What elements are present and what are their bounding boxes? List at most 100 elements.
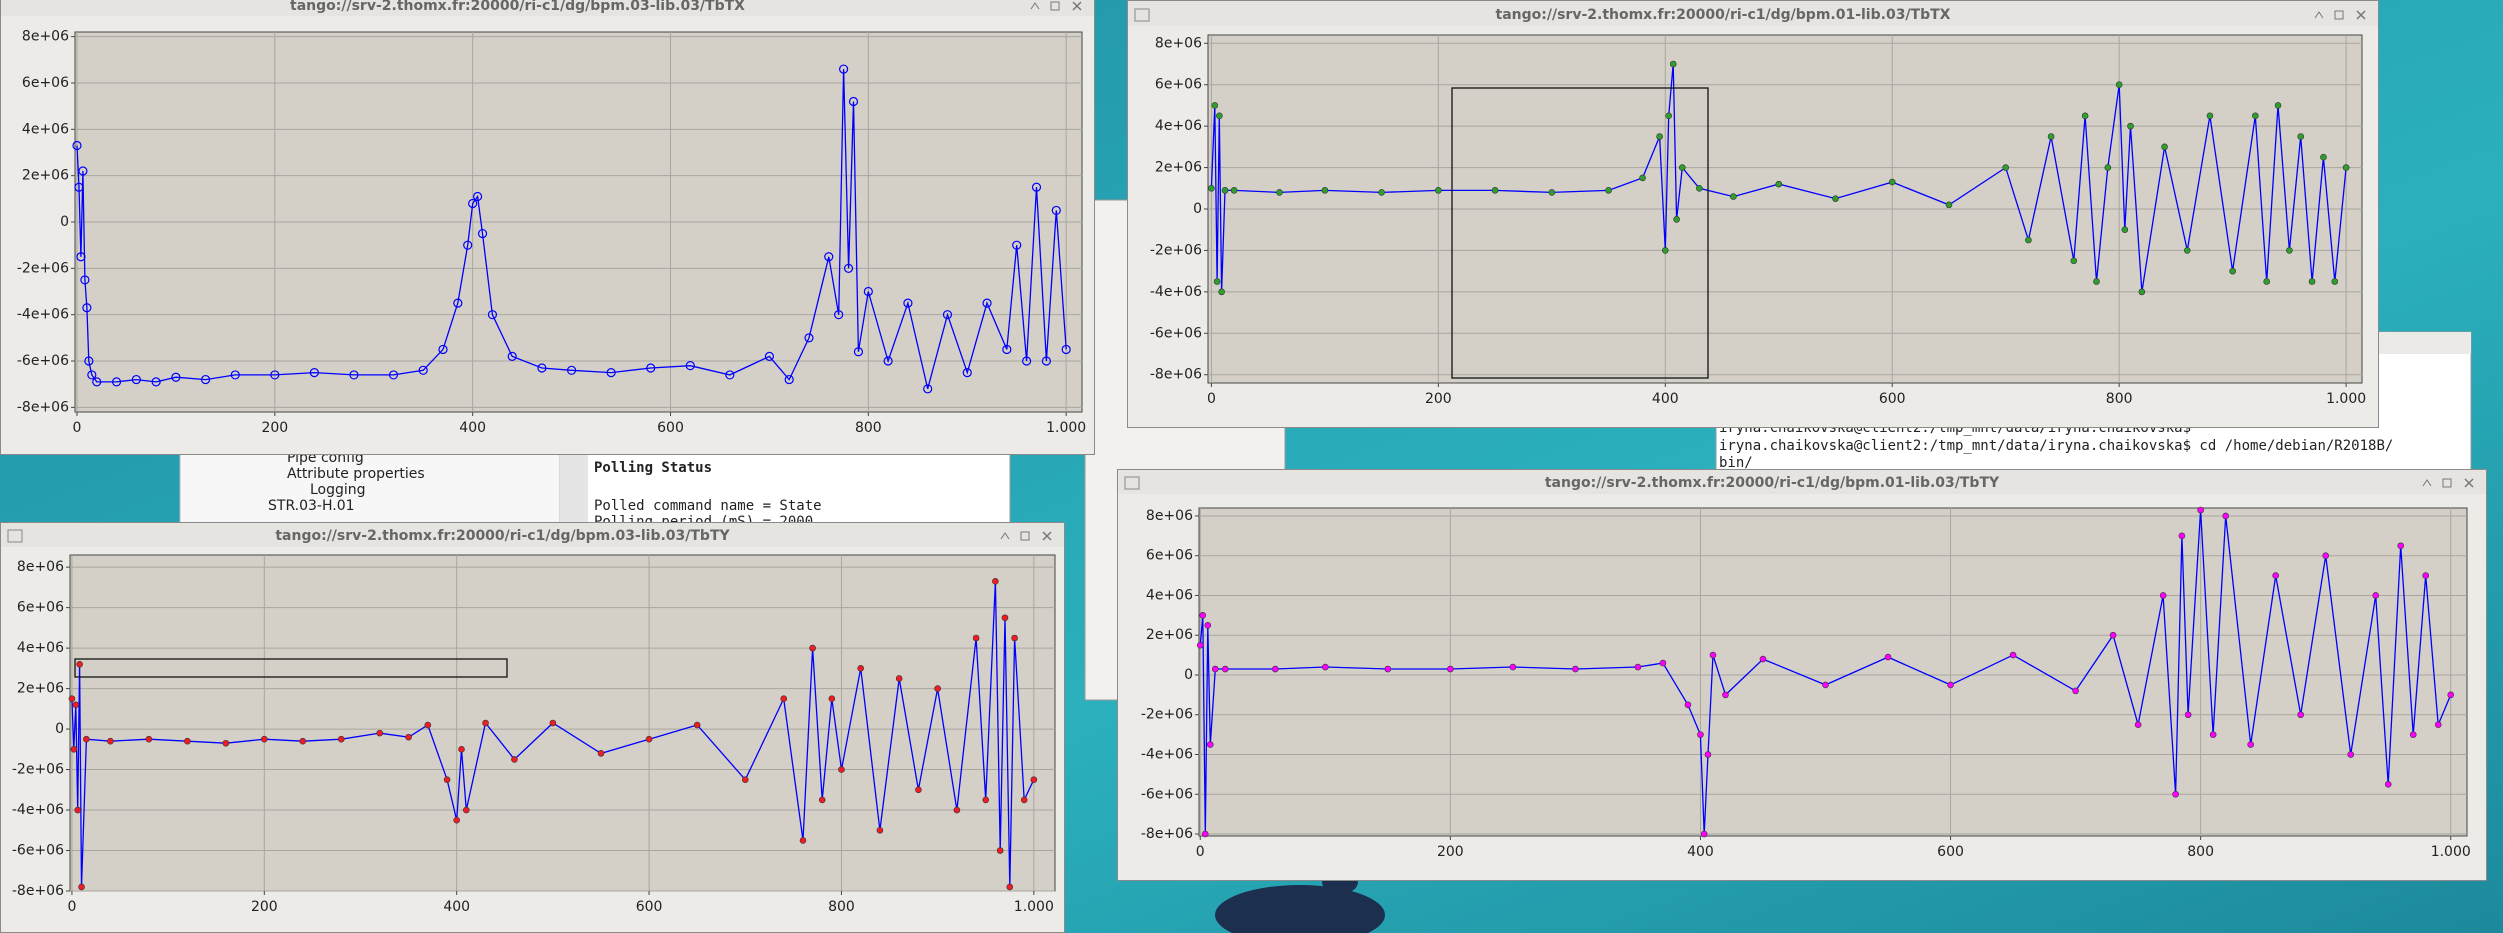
data-point bbox=[549, 719, 557, 727]
minimize-button[interactable] bbox=[1030, 2, 1040, 10]
data-point bbox=[1491, 187, 1499, 194]
window-title: tango://srv-2.thomx.fr:20000/ri-c1/dg/bp… bbox=[290, 0, 745, 14]
y-tick-label: -2e+06 bbox=[17, 260, 69, 276]
data-point bbox=[1775, 180, 1783, 188]
data-point bbox=[942, 310, 953, 320]
data-point bbox=[1012, 240, 1022, 250]
y-tick-label: 4e+06 bbox=[1146, 587, 1193, 603]
data-point bbox=[839, 64, 849, 74]
data-point bbox=[799, 837, 807, 844]
data-point bbox=[2093, 278, 2100, 285]
data-point bbox=[2222, 512, 2229, 520]
data-point bbox=[915, 786, 922, 794]
data-point bbox=[2263, 278, 2270, 285]
data-point bbox=[1822, 681, 1829, 689]
data-point bbox=[848, 96, 859, 107]
data-point bbox=[566, 365, 577, 375]
maximize-button[interactable] bbox=[1020, 531, 1030, 541]
tree-item[interactable]: STR.03-H.01 bbox=[268, 498, 355, 514]
window-icon bbox=[1124, 476, 1140, 490]
window-icon bbox=[1134, 8, 1150, 22]
data-point bbox=[438, 344, 448, 355]
window-title: tango://srv-2.thomx.fr:20000/ri-c1/dg/bp… bbox=[1545, 475, 2000, 491]
close-button[interactable] bbox=[2356, 10, 2366, 20]
data-point bbox=[824, 252, 834, 262]
data-point bbox=[507, 351, 517, 361]
data-point bbox=[2297, 133, 2305, 140]
data-point bbox=[1321, 187, 1329, 194]
x-tick-label: 0 bbox=[73, 420, 82, 436]
data-point bbox=[473, 191, 483, 202]
maximize-button[interactable] bbox=[2442, 478, 2452, 488]
data-point bbox=[453, 816, 460, 824]
data-point bbox=[70, 746, 78, 753]
data-point bbox=[537, 363, 547, 373]
data-point bbox=[1888, 178, 1896, 186]
close-button[interactable] bbox=[1042, 531, 1052, 541]
data-point bbox=[780, 695, 788, 703]
data-point bbox=[2161, 143, 2168, 151]
data-point bbox=[2184, 711, 2192, 719]
data-point bbox=[2247, 741, 2254, 748]
data-point bbox=[972, 634, 980, 642]
maximize-button[interactable] bbox=[1050, 1, 1060, 11]
data-point bbox=[693, 721, 701, 729]
tree-item[interactable]: Logging bbox=[310, 482, 366, 498]
data-point bbox=[388, 370, 399, 380]
data-point bbox=[82, 303, 92, 313]
x-tick-label: 400 bbox=[443, 899, 470, 915]
data-point bbox=[443, 776, 451, 783]
data-point bbox=[2347, 751, 2355, 758]
data-point bbox=[2104, 164, 2112, 171]
data-point bbox=[982, 796, 990, 804]
data-point bbox=[1659, 659, 1667, 667]
data-point bbox=[270, 370, 280, 380]
maximize-button[interactable] bbox=[2334, 10, 2344, 20]
data-point bbox=[76, 252, 86, 262]
data-point bbox=[1221, 187, 1229, 194]
data-point bbox=[2409, 731, 2417, 738]
data-point bbox=[1321, 663, 1329, 671]
y-tick-label: 8e+06 bbox=[1146, 508, 1193, 524]
minimize-button[interactable] bbox=[2422, 479, 2432, 487]
data-point bbox=[895, 675, 903, 682]
minimize-button[interactable] bbox=[1000, 532, 1010, 540]
data-point bbox=[883, 356, 893, 366]
x-tick-label: 0 bbox=[67, 899, 76, 915]
data-point bbox=[2047, 133, 2055, 140]
y-tick-label: -8e+06 bbox=[12, 883, 64, 899]
data-point bbox=[2134, 721, 2142, 728]
x-tick-label: 200 bbox=[261, 420, 288, 436]
y-tick-label: -4e+06 bbox=[1141, 746, 1193, 762]
data-point bbox=[1730, 193, 1737, 200]
y-tick-label: -4e+06 bbox=[1150, 284, 1202, 300]
x-tick-label: 1.000 bbox=[2431, 844, 2471, 860]
tree-item[interactable]: Attribute properties bbox=[287, 466, 425, 482]
data-point bbox=[2159, 592, 2167, 599]
data-point bbox=[1211, 665, 1219, 673]
data-point bbox=[2072, 687, 2079, 695]
data-point bbox=[78, 883, 85, 891]
y-tick-label: -8e+06 bbox=[1150, 367, 1202, 383]
data-point bbox=[1030, 776, 1038, 783]
x-tick-label: 800 bbox=[2187, 844, 2214, 860]
data-point bbox=[1722, 691, 1729, 699]
window-title: tango://srv-2.thomx.fr:20000/ri-c1/dg/bp… bbox=[1496, 7, 1951, 23]
data-line bbox=[1199, 509, 2452, 835]
data-point bbox=[2178, 532, 2186, 540]
data-point bbox=[2252, 112, 2259, 120]
close-button[interactable] bbox=[2464, 478, 2474, 488]
data-point bbox=[2002, 164, 2010, 171]
data-point bbox=[1572, 665, 1579, 673]
close-button[interactable] bbox=[1072, 1, 1082, 11]
data-point bbox=[818, 796, 826, 804]
data-point bbox=[487, 310, 498, 320]
y-tick-label: 0 bbox=[55, 721, 64, 737]
data-point bbox=[606, 368, 616, 378]
x-tick-label: 800 bbox=[855, 420, 882, 436]
minimize-button[interactable] bbox=[2314, 11, 2324, 19]
data-point bbox=[2081, 112, 2089, 120]
data-point bbox=[741, 776, 749, 783]
window-titlebar bbox=[1, 523, 1064, 547]
